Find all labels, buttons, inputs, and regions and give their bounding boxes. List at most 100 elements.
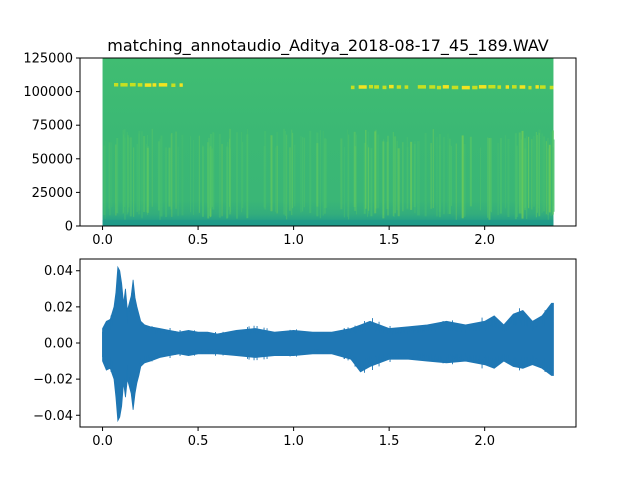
spectrogram-energy-streak [386, 141, 389, 209]
spectrogram-energy-streak [537, 131, 539, 209]
spectrogram-energy-streak [365, 129, 367, 209]
spectrogram-energy-streak [284, 130, 286, 216]
spectrogram-energy-streak [541, 133, 543, 213]
spectrogram-tone-segment [519, 85, 526, 89]
spectrogram-energy-streak [417, 141, 420, 216]
waveform-x-tick-label: 0.5 [188, 434, 209, 449]
spectrogram-energy-streak [370, 148, 373, 217]
spectrogram-energy-streak [397, 148, 400, 217]
spectrogram-energy-streak [526, 135, 528, 220]
spectrogram-energy-streak [159, 138, 161, 220]
spectrogram-energy-streak [129, 137, 132, 217]
spectrogram-energy-streak [402, 142, 404, 212]
spectrogram-tone-segment [472, 85, 478, 90]
spectrogram-energy-streak [124, 137, 126, 220]
spectrogram-energy-streak [276, 131, 278, 213]
spectrogram-x-tick-label: 0.0 [92, 233, 113, 248]
spectrogram-x-tick-label: 2.0 [474, 233, 495, 248]
spectrogram-energy-streak [168, 147, 171, 207]
spectrogram-energy-streak [463, 143, 466, 217]
spectrogram-x-tick-label: 0.5 [188, 233, 209, 248]
spectrogram-energy-streak [461, 135, 464, 219]
spectrogram-energy-streak [322, 130, 324, 216]
spectrogram-energy-streak [524, 138, 527, 209]
spectrogram-tone-segment [350, 85, 355, 90]
waveform-y-tick-label: 0.04 [44, 264, 73, 279]
waveform-x-tick-label: 0.0 [92, 434, 113, 449]
spectrogram-energy-streak [450, 145, 452, 206]
spectrogram-tone-segment [129, 82, 136, 87]
spectrogram-energy-streak [552, 139, 555, 212]
waveform-y-tick-label: 0.02 [44, 300, 73, 315]
spectrogram-energy-streak [226, 146, 229, 219]
spectrogram-energy-streak [353, 131, 356, 208]
spectrogram-energy-streak [165, 147, 168, 218]
spectrogram-energy-streak [221, 144, 223, 217]
spectrogram-energy-streak [133, 147, 135, 217]
spectrogram-energy-streak [545, 141, 547, 215]
spectrogram-energy-streak [430, 142, 432, 209]
spectrogram-energy-streak [533, 135, 535, 207]
spectrogram-energy-streak [198, 135, 200, 213]
spectrogram-energy-streak [447, 133, 449, 215]
spectrogram-energy-streak [374, 131, 377, 214]
spectrogram-tone-segment [158, 83, 168, 87]
spectrogram-tone-segment [368, 84, 374, 89]
spectrogram-energy-streak [302, 137, 304, 212]
spectrogram-energy-streak [146, 147, 149, 213]
spectrogram-energy-streak [326, 138, 328, 208]
spectrogram-energy-streak [218, 133, 221, 218]
spectrogram-energy-streak [491, 138, 493, 213]
spectrogram-energy-streak [432, 129, 434, 209]
spectrogram-x-tick-label: 1.5 [379, 233, 400, 248]
spectrogram-energy-streak [448, 144, 451, 214]
waveform-y-tick-label: −0.02 [33, 373, 73, 388]
spectrogram-y-tick-label: 75000 [32, 119, 73, 134]
spectrogram-energy-streak [490, 137, 492, 212]
spectrogram-tone-segment [404, 85, 409, 89]
spectrogram-energy-streak [348, 134, 350, 220]
spectrogram-y-tick-label: 125000 [23, 52, 73, 67]
waveform-panel: 0.0 0.5 1.0 1.5 2.0 −0.04 −0.02 0.00 0.02 0.04 [33, 258, 577, 449]
spectrogram-low-band [102, 219, 554, 226]
spectrogram-energy-streak [175, 131, 177, 209]
spectrogram-tone-segment [358, 85, 367, 89]
waveform-series-line [102, 270, 554, 417]
spectrogram-tone-segment [539, 85, 546, 89]
spectrogram-y-tick-label: 100000 [23, 85, 73, 100]
spectrogram-energy-streak [291, 129, 293, 216]
spectrogram-tone-segment [389, 84, 394, 89]
spectrogram-energy-streak [294, 144, 296, 207]
spectrogram-energy-streak [538, 132, 540, 217]
waveform-x-tick-label: 2.0 [474, 434, 495, 449]
spectrogram-tone-segment [478, 85, 487, 89]
spectrogram-energy-streak [276, 145, 278, 214]
spectrogram-energy-streak [241, 131, 243, 213]
spectrogram-energy-streak [518, 132, 521, 214]
spectrogram-energy-streak [469, 136, 472, 207]
spectrogram-energy-streak [394, 136, 397, 214]
spectrogram-energy-streak [227, 147, 229, 210]
spectrogram-tone-segment [396, 85, 402, 89]
spectrogram-content [102, 58, 555, 226]
spectrogram-energy-streak [499, 138, 502, 214]
spectrogram-energy-streak [455, 143, 457, 220]
waveform-axes: 0.0 0.5 1.0 1.5 2.0 −0.04 −0.02 0.00 0.02 0.04 [33, 258, 577, 449]
spectrogram-energy-streak [479, 147, 481, 211]
spectrogram-energy-streak [138, 133, 141, 215]
spectrogram-energy-streak [108, 142, 110, 209]
spectrogram-energy-streak [413, 144, 416, 208]
spectrogram-energy-streak [347, 129, 349, 217]
spectrogram-energy-streak [406, 137, 408, 209]
spectrogram-energy-streak [286, 134, 288, 220]
waveform-x-tick-label: 1.0 [283, 434, 304, 449]
spectrogram-tone-segment [488, 84, 496, 89]
spectrogram-energy-streak [368, 147, 370, 211]
spectrogram-energy-streak [386, 135, 389, 216]
spectrogram-tone-segment [535, 85, 539, 89]
waveform-y-tick-label: 0.00 [44, 337, 73, 352]
spectrogram-energy-streak [283, 128, 285, 215]
spectrogram-energy-streak [229, 138, 231, 207]
spectrogram-energy-streak [442, 137, 445, 215]
